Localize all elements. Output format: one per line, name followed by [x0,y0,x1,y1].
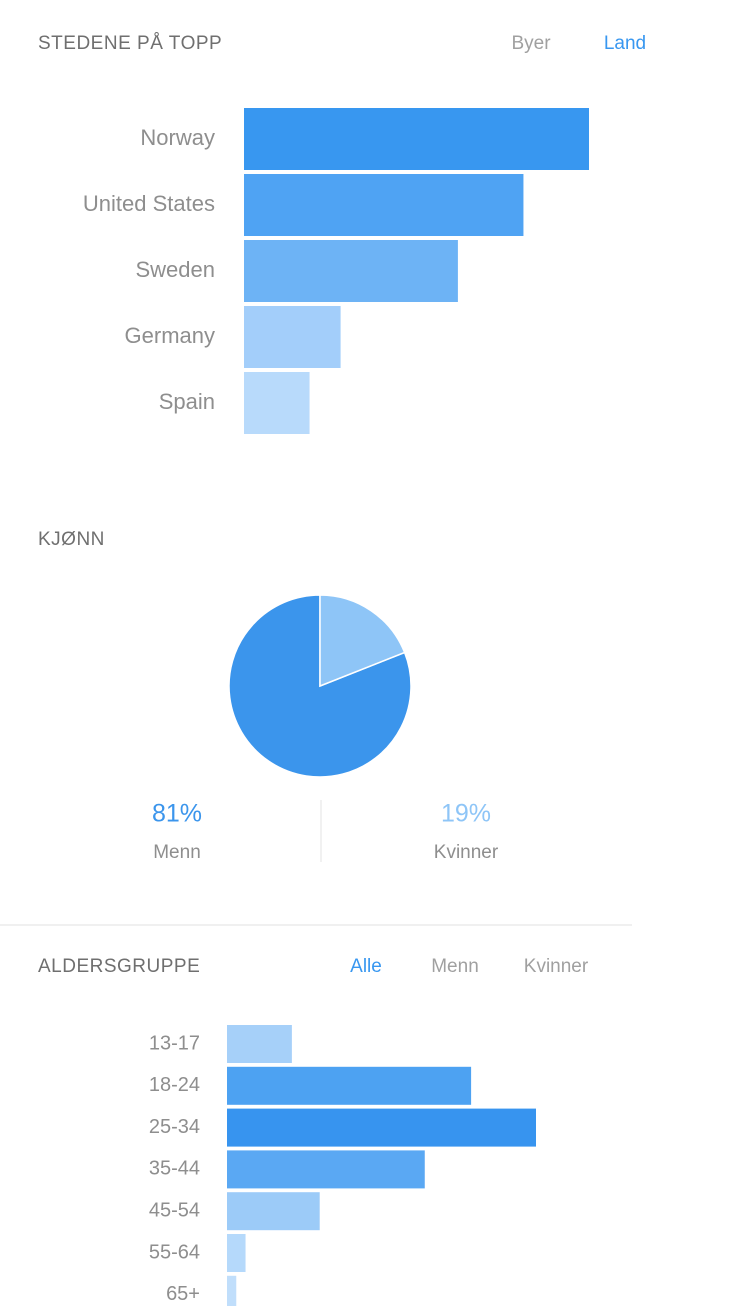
tab[interactable]: Land [604,33,646,54]
value-label: 19% [441,800,491,828]
category-label: Spain [159,389,215,414]
bar [227,1066,472,1105]
bar [227,1108,536,1147]
value-label: 81% [152,800,202,828]
bar [244,108,589,170]
bar [227,1192,320,1231]
section-title: STEDENE PÅ TOPP [38,33,222,54]
category-label: 35-44 [149,1158,200,1180]
category-label: 65+ [166,1283,200,1305]
bar [227,1234,246,1272]
bar [244,174,524,236]
category-label: 45-54 [149,1199,200,1221]
category-label: 55-64 [149,1241,200,1263]
tab[interactable]: Menn [431,956,479,977]
legend-label: Menn [153,842,201,863]
bar [227,1150,425,1189]
category-label: 18-24 [149,1074,200,1096]
category-label: Germany [125,323,215,348]
bar [227,1025,292,1063]
category-label: Sweden [135,257,215,282]
category-label: Norway [140,125,215,150]
bar [244,306,341,368]
legend-label: Kvinner [434,842,499,863]
category-label: 13-17 [149,1032,200,1054]
category-label: United States [83,191,215,216]
pie-slice [319,594,406,688]
section-title: ALDERSGRUPPE [38,956,200,977]
tab[interactable]: Kvinner [524,956,589,977]
tab[interactable]: Alle [350,956,382,977]
section-title: KJØNN [38,529,105,550]
bar [244,240,458,302]
category-label: 25-34 [149,1116,200,1138]
bar [227,1275,237,1306]
tab[interactable]: Byer [511,33,551,54]
bar [244,372,310,434]
